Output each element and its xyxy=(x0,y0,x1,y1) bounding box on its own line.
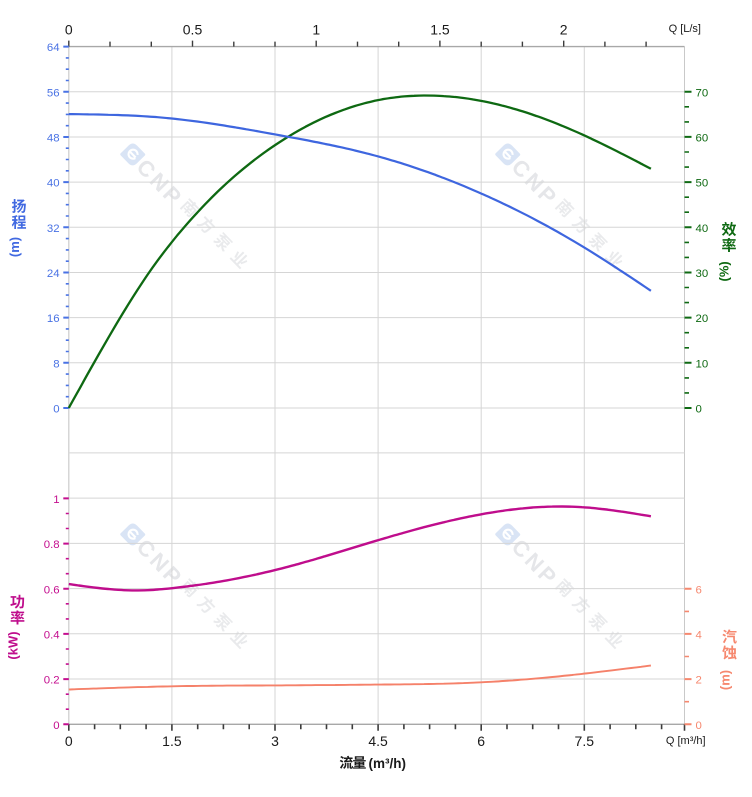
svg-text:(m): (m) xyxy=(7,237,22,257)
svg-text:(m³/h): (m³/h) xyxy=(369,756,407,771)
svg-text:40: 40 xyxy=(696,223,709,235)
svg-text:10: 10 xyxy=(696,358,709,370)
svg-text:0.8: 0.8 xyxy=(44,539,60,551)
svg-text:1: 1 xyxy=(53,494,59,506)
svg-text:0: 0 xyxy=(53,404,59,416)
svg-text:CNP: CNP xyxy=(507,154,564,211)
svg-text:CNP: CNP xyxy=(132,154,189,211)
svg-text:56: 56 xyxy=(47,87,60,99)
svg-text:4: 4 xyxy=(696,629,702,641)
svg-text:70: 70 xyxy=(696,87,709,99)
svg-text:32: 32 xyxy=(47,223,60,235)
svg-text:0.5: 0.5 xyxy=(183,21,203,37)
svg-text:(%): (%) xyxy=(716,261,731,281)
svg-text:1: 1 xyxy=(312,21,320,37)
svg-text:2: 2 xyxy=(560,21,568,37)
svg-text:2: 2 xyxy=(696,675,702,687)
svg-text:0.6: 0.6 xyxy=(44,584,60,596)
svg-text:Q [L/s]: Q [L/s] xyxy=(669,23,701,35)
svg-text:8: 8 xyxy=(53,358,59,370)
svg-text:(kW): (kW) xyxy=(6,631,21,659)
svg-text:0: 0 xyxy=(696,720,702,732)
svg-text:30: 30 xyxy=(696,268,709,280)
svg-text:0: 0 xyxy=(65,21,73,37)
svg-text:1.5: 1.5 xyxy=(430,21,450,37)
svg-text:6: 6 xyxy=(696,584,702,596)
svg-text:1.5: 1.5 xyxy=(162,733,182,749)
svg-text:24: 24 xyxy=(47,268,60,280)
svg-text:0: 0 xyxy=(65,733,73,749)
svg-text:48: 48 xyxy=(47,132,60,144)
svg-text:60: 60 xyxy=(696,132,709,144)
svg-text:CNP: CNP xyxy=(507,534,564,591)
svg-text:50: 50 xyxy=(696,178,709,190)
svg-text:3: 3 xyxy=(271,733,279,749)
svg-text:0.2: 0.2 xyxy=(44,675,60,687)
svg-text:(m): (m) xyxy=(718,670,733,690)
svg-text:40: 40 xyxy=(47,178,60,190)
svg-text:0: 0 xyxy=(53,720,59,732)
svg-text:Q [m³/h]: Q [m³/h] xyxy=(666,735,706,747)
svg-text:64: 64 xyxy=(47,42,60,54)
svg-text:CNP: CNP xyxy=(132,534,189,591)
svg-text:6: 6 xyxy=(477,733,485,749)
svg-text:16: 16 xyxy=(47,313,60,325)
svg-text:4.5: 4.5 xyxy=(368,733,388,749)
svg-text:0: 0 xyxy=(696,404,702,416)
svg-text:20: 20 xyxy=(696,313,709,325)
svg-text:7.5: 7.5 xyxy=(575,733,595,749)
svg-text:0.4: 0.4 xyxy=(44,629,60,641)
